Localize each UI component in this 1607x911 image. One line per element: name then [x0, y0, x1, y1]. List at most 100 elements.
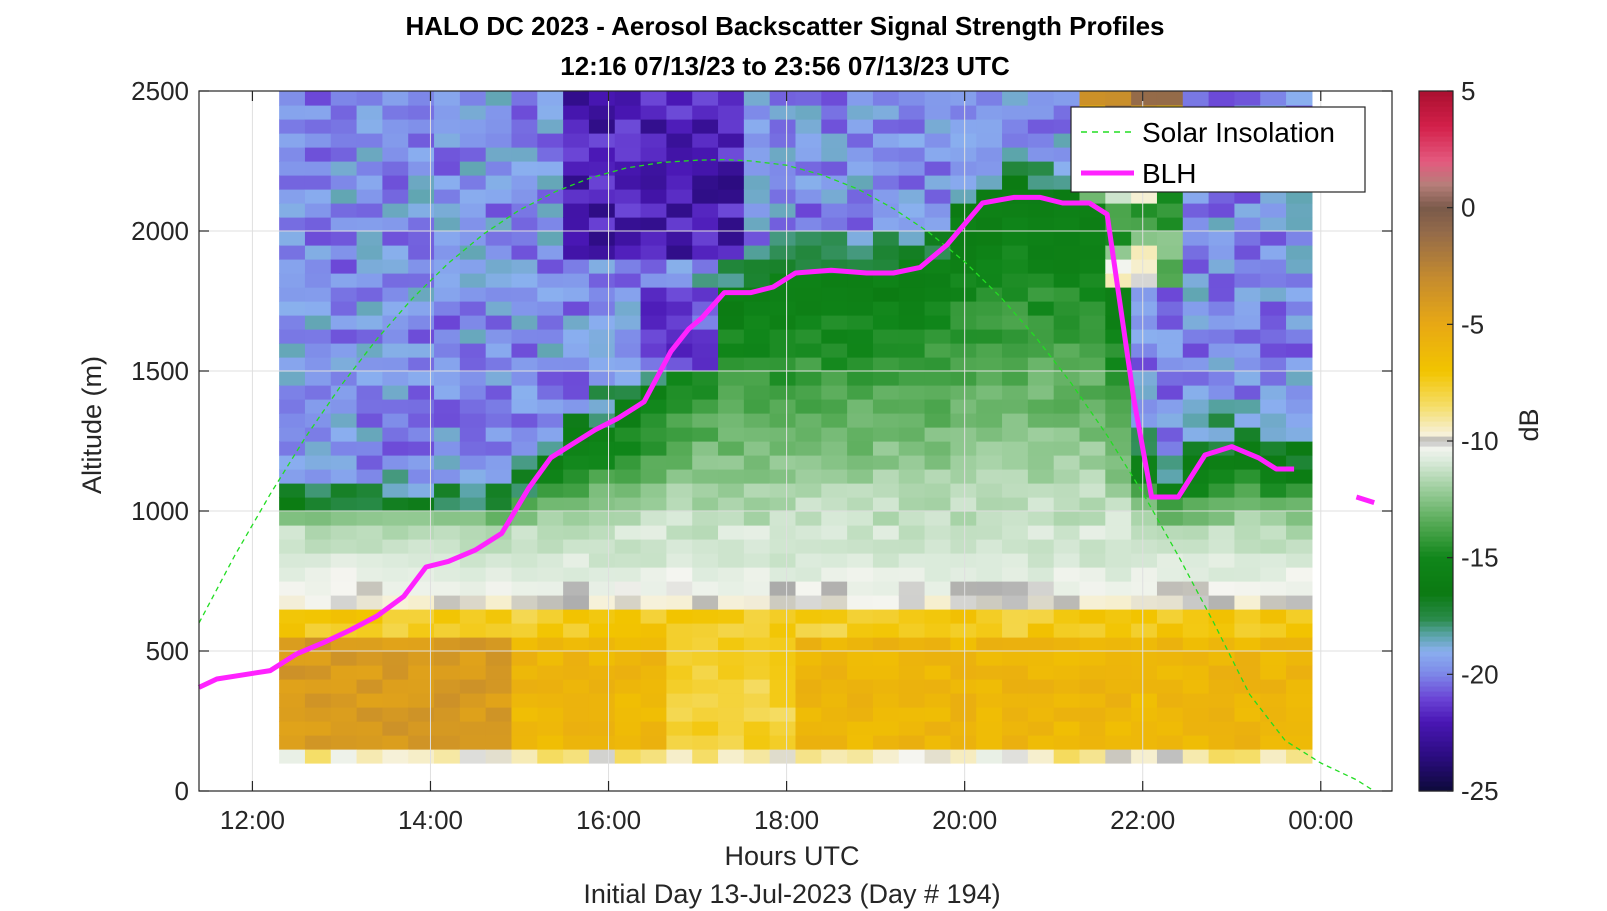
heatmap-cell	[718, 133, 745, 148]
heatmap-cell	[588, 721, 616, 736]
heatmap-cell	[872, 455, 900, 470]
heatmap-cell	[537, 301, 564, 316]
heatmap-cell	[1027, 637, 1055, 652]
colorbar-segment	[1419, 166, 1453, 172]
heatmap-cell	[821, 119, 848, 134]
heatmap-cell	[279, 497, 306, 512]
heatmap-cell	[485, 175, 513, 190]
heatmap-cell	[1079, 357, 1106, 372]
heatmap-cell	[795, 203, 822, 218]
heatmap-cell	[1286, 329, 1313, 344]
heatmap-cell	[537, 413, 564, 428]
heatmap-cell	[537, 665, 564, 680]
heatmap-cell	[1234, 693, 1261, 708]
heatmap-cell	[304, 441, 332, 456]
heatmap-cell	[692, 483, 719, 498]
heatmap-cell	[459, 147, 487, 162]
heatmap-cell	[1208, 413, 1236, 428]
heatmap-cell	[743, 175, 771, 190]
heatmap-cell	[666, 189, 693, 204]
heatmap-cell	[718, 245, 745, 260]
heatmap-cell	[1053, 343, 1081, 358]
colorbar-segment	[1419, 386, 1453, 392]
heatmap-cell	[511, 259, 538, 274]
heatmap-cell	[356, 147, 383, 162]
heatmap-cell	[847, 525, 874, 540]
heatmap-cell	[821, 385, 848, 400]
heatmap-cell	[1131, 329, 1158, 344]
heatmap-cell	[1002, 119, 1029, 134]
colorbar-segment	[1419, 541, 1453, 547]
heatmap-cell	[1286, 315, 1313, 330]
heatmap-cell	[434, 651, 461, 666]
heatmap-cell	[821, 231, 848, 246]
heatmap-cell	[1286, 609, 1313, 624]
heatmap-cell	[898, 721, 926, 736]
heatmap-cell	[614, 441, 642, 456]
heatmap-cell	[356, 497, 383, 512]
heatmap-cell	[1053, 553, 1081, 568]
heatmap-cell	[821, 413, 848, 428]
heatmap-cell	[485, 623, 513, 638]
heatmap-cell	[330, 217, 358, 232]
heatmap-cell	[382, 469, 409, 484]
heatmap-cell	[924, 749, 952, 764]
heatmap-cell	[1208, 343, 1236, 358]
heatmap-cell	[1156, 217, 1184, 232]
heatmap-cell	[459, 189, 487, 204]
heatmap-cell	[279, 595, 306, 610]
heatmap-cell	[769, 147, 797, 162]
heatmap-cell	[1286, 637, 1313, 652]
heatmap-cell	[640, 217, 668, 232]
colorbar-segment	[1419, 276, 1453, 282]
heatmap-cell	[330, 357, 358, 372]
heatmap-cell	[1105, 217, 1132, 232]
heatmap-cell	[382, 567, 409, 582]
x-axis-label: Hours UTC	[724, 841, 859, 871]
heatmap-cell	[821, 105, 848, 120]
heatmap-cell	[304, 469, 332, 484]
heatmap-cell	[459, 595, 487, 610]
heatmap-cell	[666, 567, 693, 582]
heatmap-cell	[769, 315, 797, 330]
heatmap-cell	[1079, 497, 1106, 512]
colorbar-segment	[1419, 91, 1453, 97]
heatmap-cell	[485, 749, 513, 764]
heatmap-cell	[743, 399, 771, 414]
heatmap-cell	[1156, 231, 1184, 246]
heatmap-cell	[769, 399, 797, 414]
heatmap-cell	[1208, 693, 1236, 708]
heatmap-cell	[459, 259, 487, 274]
heatmap-cell	[640, 441, 668, 456]
heatmap-cell	[924, 301, 952, 316]
heatmap-cell	[1027, 567, 1055, 582]
heatmap-cell	[330, 399, 358, 414]
heatmap-cell	[1156, 371, 1184, 386]
heatmap-cell	[434, 357, 461, 372]
heatmap-cell	[795, 147, 822, 162]
heatmap-cell	[795, 637, 822, 652]
heatmap-cell	[1260, 413, 1287, 428]
heatmap-cell	[588, 581, 616, 596]
heatmap-cell	[898, 315, 926, 330]
heatmap-cell	[434, 581, 461, 596]
heatmap-cell	[330, 483, 358, 498]
heatmap-cell	[1002, 455, 1029, 470]
heatmap-cell	[563, 637, 590, 652]
heatmap-cell	[1156, 581, 1184, 596]
heatmap-cell	[408, 623, 435, 638]
heatmap-cell	[950, 483, 977, 498]
heatmap-cell	[1053, 301, 1081, 316]
heatmap-cell	[1260, 707, 1287, 722]
heatmap-cell	[1208, 399, 1236, 414]
heatmap-cell	[847, 301, 874, 316]
heatmap-cell	[537, 357, 564, 372]
heatmap-cell	[563, 567, 590, 582]
heatmap-cell	[382, 371, 409, 386]
colorbar-segment	[1419, 531, 1453, 537]
heatmap-cell	[898, 581, 926, 596]
heatmap-cell	[769, 693, 797, 708]
heatmap-cell	[1027, 441, 1055, 456]
heatmap-cell	[872, 427, 900, 442]
heatmap-cell	[1079, 301, 1106, 316]
